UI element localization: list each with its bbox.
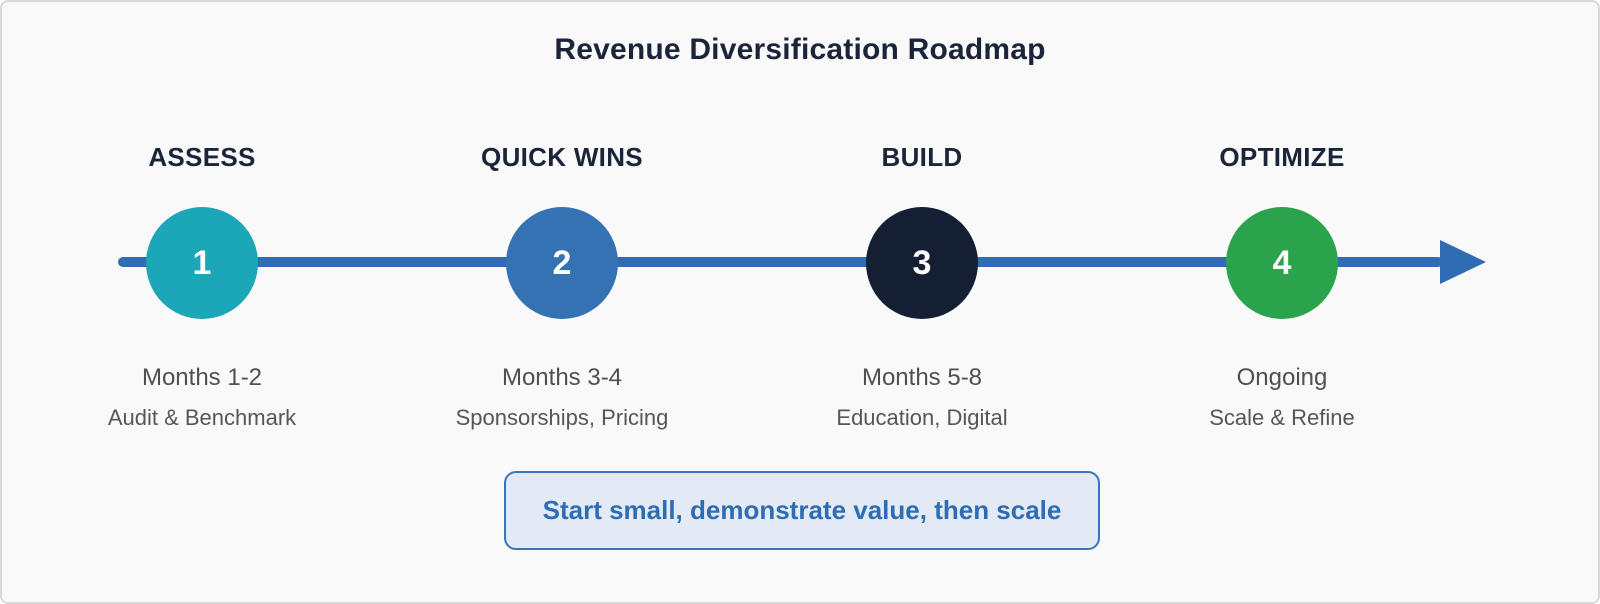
stage-label: BUILD: [881, 142, 963, 172]
stage-number: 2: [552, 244, 572, 282]
callout-text: Start small, demonstrate value, then sca…: [542, 495, 1062, 525]
stage-circle: 1: [146, 207, 258, 319]
stage-timeframe: Months 1-2: [141, 364, 263, 391]
stage-timeframe: Ongoing: [1236, 364, 1328, 391]
stage-timeframe: Months 3-4: [501, 364, 623, 391]
stage-description: Audit & Benchmark: [107, 405, 297, 430]
stage-label: QUICK WINS: [481, 142, 643, 172]
stage-timeframe: Months 5-8: [861, 364, 983, 391]
timeline-line: [118, 257, 1443, 267]
arrow-right-icon: [1440, 240, 1486, 284]
stage-assess: ASSESS 1 Months 1-2 Audit & Benchmark: [42, 142, 362, 431]
stage-description: Education, Digital: [836, 405, 1008, 430]
stage-description: Scale & Refine: [1209, 405, 1355, 430]
stage-circle: 3: [866, 207, 978, 319]
callout-banner: Start small, demonstrate value, then sca…: [504, 471, 1100, 550]
stage-label: ASSESS: [148, 142, 256, 172]
stage-circle: 2: [506, 207, 618, 319]
stage-number: 3: [912, 244, 932, 282]
stage-label: OPTIMIZE: [1219, 142, 1345, 172]
stage-number: 1: [192, 244, 212, 282]
stage-quick-wins: QUICK WINS 2 Months 3-4 Sponsorships, Pr…: [402, 142, 722, 431]
stage-circle: 4: [1226, 207, 1338, 319]
stage-optimize: OPTIMIZE 4 Ongoing Scale & Refine: [1122, 142, 1442, 431]
stage-description: Sponsorships, Pricing: [455, 405, 669, 430]
stage-number: 4: [1272, 244, 1292, 282]
stage-build: BUILD 3 Months 5-8 Education, Digital: [762, 142, 1082, 431]
page-title: Revenue Diversification Roadmap: [554, 33, 1046, 66]
